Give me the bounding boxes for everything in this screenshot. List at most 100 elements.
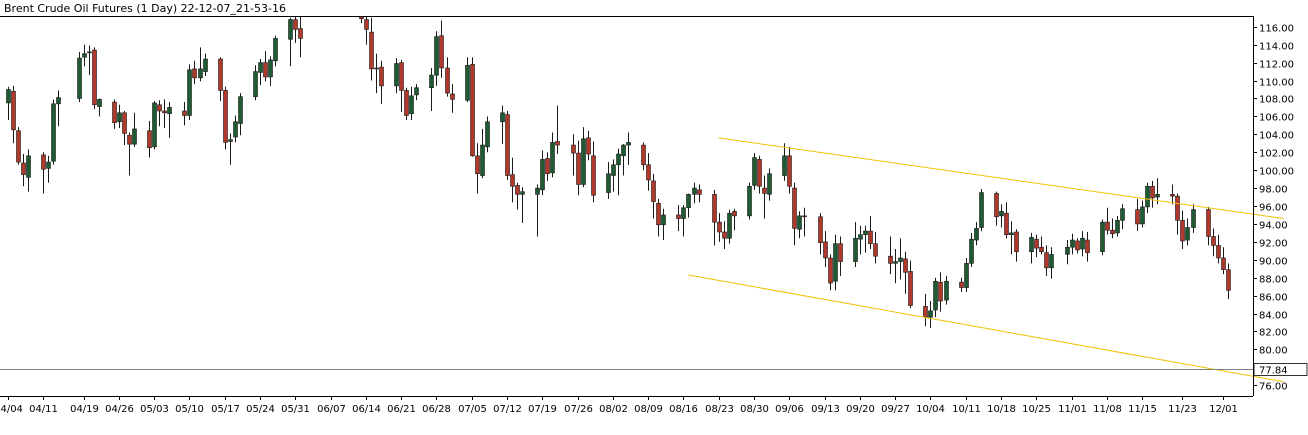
candle-body-down bbox=[475, 155, 480, 175]
candle bbox=[87, 45, 92, 76]
candle bbox=[586, 130, 591, 161]
price-tick-label: 116.00 bbox=[1259, 24, 1294, 35]
candle-body-down bbox=[364, 19, 369, 30]
candle bbox=[974, 222, 979, 246]
candle bbox=[238, 93, 243, 136]
time-tick-label: 09/06 bbox=[775, 404, 804, 415]
candle bbox=[1049, 247, 1054, 279]
candle-body-up bbox=[1009, 232, 1014, 235]
candle-body-down bbox=[510, 174, 515, 187]
candle-body-up bbox=[853, 237, 858, 262]
candle bbox=[606, 162, 611, 199]
price-tick-label: 98.00 bbox=[1259, 185, 1288, 196]
candle-body-up bbox=[1100, 221, 1105, 253]
candle bbox=[369, 17, 374, 81]
time-tick-label: 07/19 bbox=[528, 404, 557, 415]
candle-body-up bbox=[1120, 208, 1125, 221]
candle bbox=[500, 105, 505, 145]
candle-body-up bbox=[132, 128, 137, 145]
time-tick-label: 06/14 bbox=[352, 404, 381, 415]
candle-body-up bbox=[394, 63, 399, 87]
candle-body-down bbox=[369, 31, 374, 70]
candle bbox=[1085, 231, 1090, 262]
candle bbox=[581, 127, 586, 188]
candle bbox=[1009, 221, 1014, 255]
candle bbox=[1140, 200, 1145, 228]
candle-body-down bbox=[293, 19, 298, 30]
time-tick-label: 04/04 bbox=[0, 404, 23, 415]
candle bbox=[1180, 210, 1185, 250]
candle-body-up bbox=[535, 187, 540, 195]
candle-body-up bbox=[550, 142, 555, 174]
candle-body-down bbox=[399, 62, 404, 91]
candle bbox=[868, 215, 873, 250]
candle bbox=[999, 204, 1004, 228]
candle-body-down bbox=[787, 155, 792, 187]
candle bbox=[117, 104, 122, 129]
candle-body-down bbox=[1004, 212, 1009, 235]
candle bbox=[505, 111, 510, 181]
candle-body-down bbox=[656, 203, 661, 226]
candle bbox=[1014, 229, 1019, 262]
candle-body-down bbox=[697, 189, 702, 195]
candle bbox=[576, 140, 581, 196]
candle bbox=[21, 154, 26, 187]
candle bbox=[379, 60, 384, 104]
price-tick-label: 108.00 bbox=[1259, 95, 1294, 106]
time-tick-label: 08/16 bbox=[669, 404, 698, 415]
candle-body-down bbox=[802, 215, 807, 218]
candle-body-down bbox=[21, 162, 26, 175]
candle bbox=[439, 20, 444, 78]
price-tick-label: 110.00 bbox=[1259, 78, 1294, 89]
candle-body-down bbox=[1180, 220, 1185, 242]
candle bbox=[1150, 180, 1155, 208]
candle-body-up bbox=[203, 58, 208, 72]
time-tick-label: 10/04 bbox=[916, 404, 945, 415]
candle-body-down bbox=[908, 271, 913, 306]
candle-body-down bbox=[1175, 195, 1180, 221]
candle-body-up bbox=[727, 212, 732, 239]
candle bbox=[626, 132, 631, 165]
time-tick-label: 05/31 bbox=[281, 404, 310, 415]
candle-body-up bbox=[581, 138, 586, 185]
candle bbox=[92, 47, 97, 110]
candle bbox=[641, 142, 646, 171]
price-tick-label: 114.00 bbox=[1259, 42, 1294, 53]
candle bbox=[757, 155, 762, 194]
candle bbox=[1029, 232, 1034, 264]
candle bbox=[717, 213, 722, 242]
price-tick-label: 76.00 bbox=[1259, 382, 1288, 393]
candle-body-down bbox=[112, 101, 117, 123]
candle bbox=[147, 120, 152, 158]
candle-body-down bbox=[762, 187, 767, 194]
candle bbox=[1120, 204, 1125, 230]
time-tick-label: 10/25 bbox=[1022, 404, 1051, 415]
candle-body-down bbox=[1034, 238, 1039, 249]
candle-body-up bbox=[1145, 185, 1150, 208]
candle bbox=[712, 189, 717, 246]
candle bbox=[414, 84, 419, 101]
candle-body-up bbox=[1185, 227, 1190, 241]
candle bbox=[520, 187, 525, 224]
candle-body-down bbox=[41, 154, 46, 170]
candle bbox=[979, 188, 984, 232]
candle-body-up bbox=[858, 234, 863, 240]
last-price-label: 77.84 bbox=[1259, 366, 1288, 377]
candle bbox=[228, 133, 233, 165]
candle-body-down bbox=[868, 230, 873, 244]
candle-body-down bbox=[828, 257, 833, 284]
candle bbox=[863, 225, 868, 253]
candle bbox=[1105, 207, 1110, 235]
candle bbox=[818, 213, 823, 255]
candle-body-up bbox=[434, 36, 439, 76]
candle-body-up bbox=[1080, 237, 1085, 250]
candle bbox=[692, 182, 697, 204]
candle-body-up bbox=[661, 214, 666, 226]
candle bbox=[434, 31, 439, 86]
candle bbox=[475, 143, 480, 194]
candle bbox=[404, 87, 409, 120]
candle bbox=[787, 146, 792, 194]
candle bbox=[903, 251, 908, 294]
candle-body-up bbox=[273, 38, 278, 62]
